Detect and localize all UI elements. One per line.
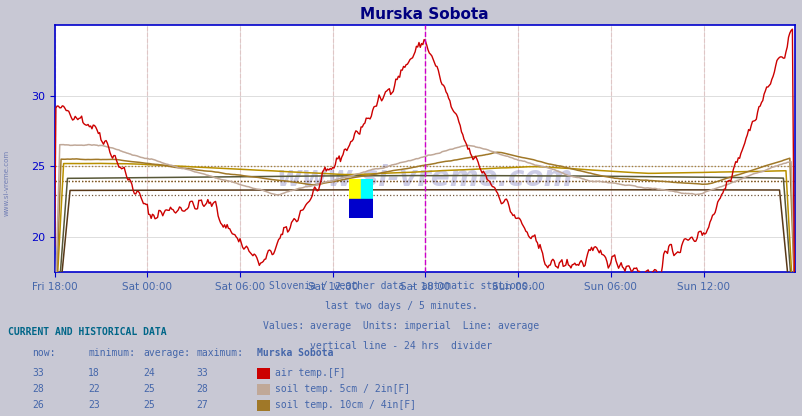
Text: 28: 28 [32, 384, 44, 394]
Text: Values: average  Units: imperial  Line: average: Values: average Units: imperial Line: av… [263, 321, 539, 331]
Text: www.si-vreme.com: www.si-vreme.com [276, 164, 573, 193]
Text: maximum:: maximum: [196, 348, 244, 358]
Text: 33: 33 [196, 369, 209, 379]
Text: last two days / 5 minutes.: last two days / 5 minutes. [325, 301, 477, 311]
Text: 22: 22 [88, 384, 100, 394]
Text: 28: 28 [196, 384, 209, 394]
Text: 27: 27 [196, 400, 209, 410]
Text: 26: 26 [32, 400, 44, 410]
Polygon shape [349, 199, 373, 218]
Text: 23: 23 [88, 400, 100, 410]
Polygon shape [361, 179, 373, 199]
Text: average:: average: [143, 348, 190, 358]
Text: 33: 33 [32, 369, 44, 379]
Text: 25: 25 [143, 384, 155, 394]
Text: Slovenia / weather data - automatic stations.: Slovenia / weather data - automatic stat… [269, 281, 533, 291]
Text: 25: 25 [143, 400, 155, 410]
Text: CURRENT AND HISTORICAL DATA: CURRENT AND HISTORICAL DATA [8, 327, 167, 337]
Text: 24: 24 [143, 369, 155, 379]
Title: Murska Sobota: Murska Sobota [360, 7, 488, 22]
Polygon shape [349, 179, 361, 199]
Text: Murska Sobota: Murska Sobota [257, 348, 333, 358]
Text: soil temp. 10cm / 4in[F]: soil temp. 10cm / 4in[F] [274, 400, 415, 410]
Text: 18: 18 [88, 369, 100, 379]
Text: minimum:: minimum: [88, 348, 136, 358]
Text: soil temp. 5cm / 2in[F]: soil temp. 5cm / 2in[F] [274, 384, 409, 394]
Text: www.si-vreme.com: www.si-vreme.com [3, 150, 10, 216]
Text: air temp.[F]: air temp.[F] [274, 369, 345, 379]
Text: now:: now: [32, 348, 55, 358]
Text: vertical line - 24 hrs  divider: vertical line - 24 hrs divider [310, 341, 492, 351]
